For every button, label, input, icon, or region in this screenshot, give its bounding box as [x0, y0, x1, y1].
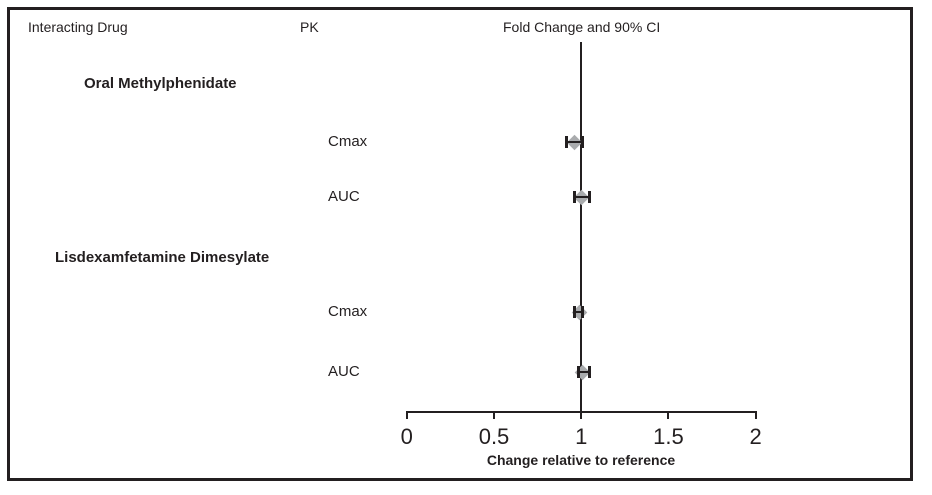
x-tick: [493, 411, 495, 419]
ci-line: [577, 371, 590, 373]
x-tick: [667, 411, 670, 419]
group-label: Oral Methylphenidate: [84, 75, 237, 92]
x-tick-label: 1: [575, 424, 588, 449]
x-tick-label: 1.5: [653, 424, 684, 449]
ci-line: [574, 311, 583, 313]
pk-label: Cmax: [328, 133, 368, 150]
x-tick-label: 2: [749, 424, 762, 449]
group-label: Lisdexamfetamine Dimesylate: [55, 249, 270, 266]
x-axis-label: Change relative to reference: [486, 452, 676, 468]
ci-cap-left: [573, 191, 577, 203]
ci-cap-right: [587, 366, 591, 378]
x-tick: [580, 411, 583, 419]
x-tick: [754, 411, 757, 419]
ci-cap-left: [564, 136, 568, 148]
ci-cap-right: [587, 191, 591, 203]
column-header-pk: PK: [300, 19, 319, 35]
x-tick-label: 0.5: [478, 424, 510, 449]
pk-label: Cmax: [328, 303, 368, 320]
ci-line: [565, 141, 583, 143]
pk-label: AUC: [328, 363, 360, 380]
ci-line: [574, 196, 590, 198]
pk-label: AUC: [328, 188, 360, 205]
figure-border: [7, 7, 913, 481]
reference-line: [580, 42, 582, 412]
x-tick-label: 0: [400, 424, 413, 449]
ci-cap-left: [576, 366, 580, 378]
ci-cap-left: [573, 306, 577, 318]
ci-cap-right: [580, 136, 584, 148]
x-tick: [405, 411, 408, 419]
column-header-interacting-drug: Interacting Drug: [28, 19, 128, 35]
column-header-fold-change: Fold Change and 90% CI: [503, 19, 661, 35]
ci-cap-right: [580, 306, 584, 318]
